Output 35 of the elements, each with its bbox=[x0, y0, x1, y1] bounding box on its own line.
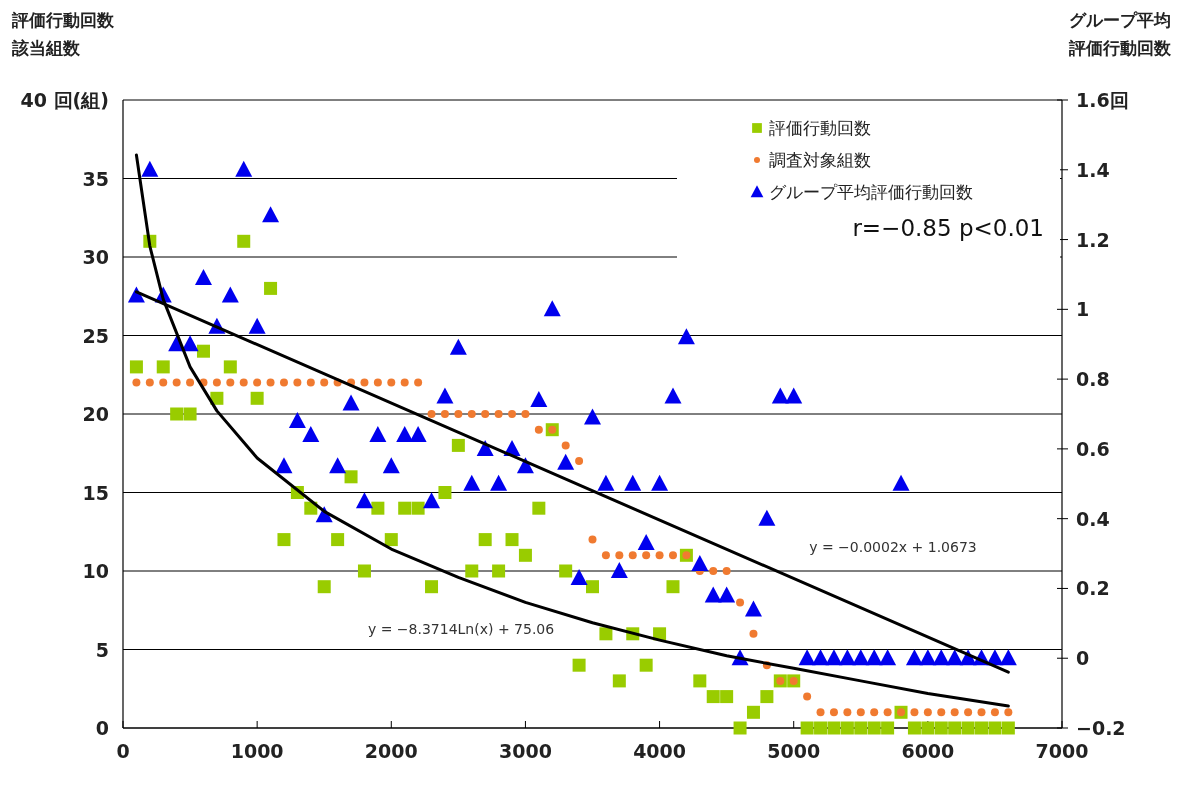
y-tick-label: 10 bbox=[82, 560, 109, 582]
y2-tick-label: 0 bbox=[1076, 647, 1090, 670]
x-tick-label: 2000 bbox=[364, 740, 418, 762]
y-tick-label: 0 bbox=[95, 717, 109, 739]
y-tick-label: 35 bbox=[82, 167, 109, 190]
annotation: y = −8.3714Ln(x) + 75.06 bbox=[367, 620, 555, 637]
legend-label: 評価行動回数 bbox=[769, 118, 871, 138]
y2-tick-label: 0.6 bbox=[1076, 437, 1110, 460]
x-tick-label: 5000 bbox=[767, 740, 821, 762]
y2-tick-label: 0.8 bbox=[1076, 368, 1110, 391]
y2-tick-label: 1.2 bbox=[1076, 228, 1110, 251]
x-tick-label: 1000 bbox=[230, 740, 284, 762]
x-tick-label: 7000 bbox=[1035, 740, 1089, 762]
y-tick-label: 5 bbox=[95, 638, 109, 661]
y-axis-title: 評価行動回数該当組数 bbox=[11, 10, 115, 59]
y-tick-label: 20 bbox=[82, 403, 109, 425]
y-tick-label: 15 bbox=[82, 481, 109, 504]
y2-tick-label: −0.2 bbox=[1076, 717, 1126, 739]
y2-tick-label: 1.4 bbox=[1076, 158, 1110, 181]
y2-tick-label: 1 bbox=[1076, 298, 1090, 321]
y2-axis-title: グループ平均評価行動回数 bbox=[1068, 10, 1172, 59]
x-tick-label: 0 bbox=[116, 740, 130, 762]
x-tick-label: 3000 bbox=[498, 740, 552, 762]
annotation: y = −0.0002x + 1.0673 bbox=[809, 539, 977, 556]
annotation: r=−0.85 p<0.01 bbox=[852, 215, 1044, 241]
legend-label: グループ平均評価行動回数 bbox=[769, 182, 973, 202]
x-tick-label: 4000 bbox=[633, 740, 687, 762]
y-tick-label: 30 bbox=[82, 246, 109, 268]
x-tick-label: 6000 bbox=[901, 740, 955, 762]
y2-tick-label: 0.2 bbox=[1076, 577, 1110, 600]
y-tick-label: 25 bbox=[82, 324, 109, 347]
legend-label: 調査対象組数 bbox=[769, 150, 871, 170]
y-tick-label: 40 回(組) bbox=[20, 89, 109, 111]
y2-tick-label: 0.4 bbox=[1076, 507, 1110, 530]
y2-tick-label: 1.6回 bbox=[1076, 89, 1129, 111]
